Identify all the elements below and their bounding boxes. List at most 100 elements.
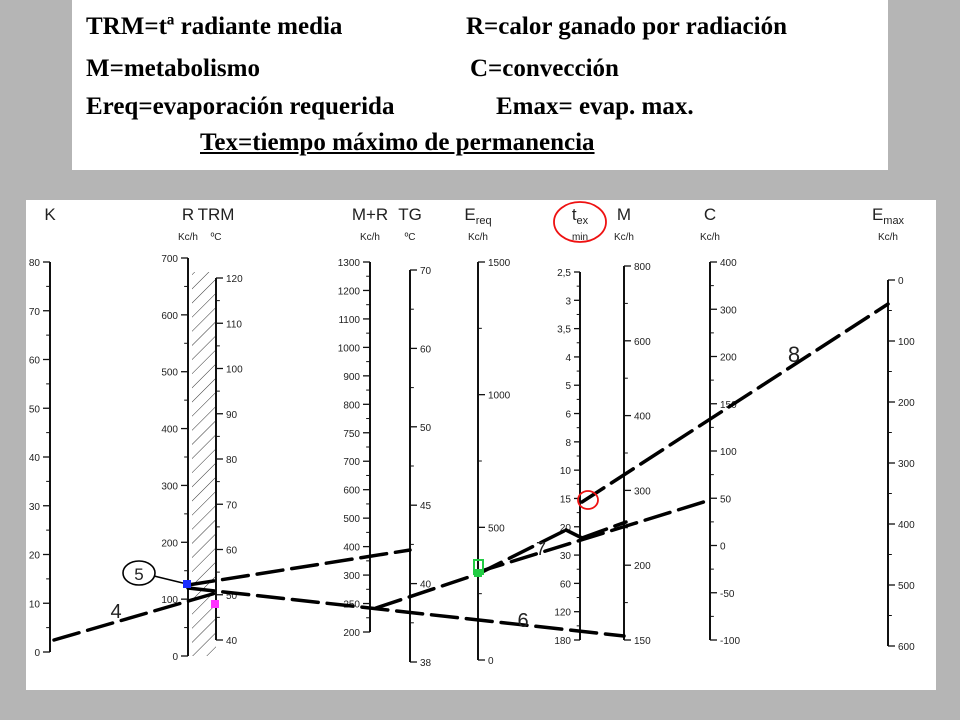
axis-unit-tg: ºC: [405, 232, 416, 243]
tick-label-r: 200: [161, 538, 178, 549]
legend-line-1: TRM=tª radiante media R=calor ganado por…: [86, 12, 787, 42]
tick-label-r: 700: [161, 254, 178, 265]
tick-label-c: 200: [720, 353, 737, 364]
tick-label-mr: 300: [343, 571, 360, 582]
line-step-7a: [374, 572, 480, 610]
tick-label-mr: 1200: [338, 286, 361, 297]
tick-label-tex: 10: [560, 466, 572, 477]
tick-label-tex: 2,5: [557, 268, 571, 279]
axis-title-sub-tex: ex: [577, 215, 589, 227]
step-label-4: 4: [110, 601, 121, 623]
tick-label-mr: 800: [343, 400, 360, 411]
tick-label-trm: 110: [226, 319, 242, 330]
tick-label-trm: 100: [226, 365, 243, 376]
tick-label-trm: 50: [226, 591, 238, 602]
marker-green: [474, 569, 482, 577]
tick-label-tex: 4: [565, 353, 571, 364]
tick-label-tex: 120: [554, 608, 571, 619]
tick-label-emax: 0: [898, 276, 904, 287]
tick-label-tex: 8: [565, 438, 571, 449]
nomogram: 80 70 60 50 40 30 20 10 0 K 700 600 500 400 300 200 100 0…: [26, 200, 936, 690]
legend-box: TRM=tª radiante media R=calor ganado por…: [72, 0, 888, 170]
legend-r: R=calor ganado por radiación: [466, 13, 787, 40]
tick-label-r: 300: [161, 481, 178, 492]
line-step-8: [580, 302, 890, 504]
tick-label-tex: 20: [560, 523, 572, 534]
tick-label-emax: 600: [898, 642, 915, 653]
line-step-4: [52, 591, 218, 642]
axis-title-ereq: Ereq: [464, 205, 491, 227]
tick-label-ereq: 0: [488, 656, 494, 667]
tick-label-k: 0: [34, 648, 40, 659]
tick-label-tex: 30: [560, 551, 572, 562]
tick-label-mr: 1100: [338, 315, 360, 326]
tick-label-m: 400: [634, 412, 651, 423]
line-step-7d: [580, 520, 628, 540]
axis-title-mr: M+R: [352, 205, 388, 224]
tick-label-m: 800: [634, 262, 651, 273]
legend-m: M=metabolismo: [86, 55, 260, 82]
tick-label-mr: 900: [343, 372, 360, 383]
legend-c: C=convección: [470, 55, 619, 82]
tick-label-tg: 60: [420, 344, 432, 355]
axis-unit-emax: Kc/h: [878, 232, 898, 243]
tick-label-tex: 60: [560, 579, 572, 590]
tick-label-mr: 1300: [338, 258, 361, 269]
axis-unit-m: Kc/h: [614, 232, 634, 243]
legend-emax: Emax= evap. max.: [496, 93, 694, 120]
tick-label-tg: 40: [420, 580, 432, 591]
marker-blue: [183, 580, 191, 588]
tick-label-mr: 750: [343, 429, 360, 440]
line-step-7e: [476, 498, 712, 574]
axis-title-trm: TRM: [198, 205, 235, 224]
tick-label-tg: 45: [420, 501, 432, 512]
line-step-5: [186, 548, 412, 587]
tick-label-emax: 500: [898, 581, 915, 592]
step-label-7: 7: [536, 539, 546, 559]
tick-label-c: 400: [720, 258, 737, 269]
tick-label-c: 0: [720, 542, 726, 553]
tick-label-trm: 70: [226, 500, 238, 511]
tick-label-trm: 80: [226, 455, 238, 466]
tick-label-r: 100: [161, 595, 178, 606]
tick-label-mr: 700: [343, 457, 360, 468]
tick-label-m: 600: [634, 337, 651, 348]
step-label-6: 6: [517, 610, 528, 632]
axis-title-tex: tex: [572, 205, 589, 227]
tick-label-k: 20: [29, 551, 41, 562]
tick-label-trm: 90: [226, 410, 238, 421]
tick-label-tex: 3: [565, 296, 571, 307]
tick-label-tex: 3,5: [557, 325, 571, 336]
axis-title-emax: Emax: [872, 205, 905, 227]
legend-line-3: Ereq=evaporación requerida Emax= evap. m…: [86, 92, 694, 122]
tick-label-tg: 38: [420, 658, 432, 669]
nomogram-svg: 80706050403020100K7006005004003002001000…: [29, 201, 915, 669]
step-label-5: 5: [134, 565, 143, 584]
tick-label-k: 80: [29, 258, 41, 269]
tick-label-m: 150: [634, 636, 651, 647]
tick-label-c: -100: [720, 636, 740, 647]
tick-label-k: 60: [29, 356, 41, 367]
tick-label-r: 0: [172, 652, 178, 663]
tick-label-c: 50: [720, 494, 732, 505]
tick-label-r: 600: [161, 311, 178, 322]
tick-label-c: -50: [720, 589, 735, 600]
tick-label-k: 40: [29, 453, 41, 464]
tick-label-r: 400: [161, 425, 178, 436]
axis-unit-ereq: Kc/h: [468, 232, 488, 243]
tick-label-k: 70: [29, 307, 41, 318]
axis-unit-trm: ºC: [211, 232, 222, 243]
tick-label-tg: 50: [420, 423, 432, 434]
step-label-8: 8: [788, 342, 800, 367]
tick-label-emax: 100: [898, 337, 915, 348]
tick-label-mr: 200: [343, 628, 360, 639]
tick-label-mr: 500: [343, 514, 360, 525]
marker-red-circle: [577, 490, 599, 510]
tick-label-tex: 15: [560, 494, 572, 505]
step-5-circle: [122, 560, 156, 586]
axis-unit-c: Kc/h: [700, 232, 720, 243]
tick-label-trm: 60: [226, 546, 238, 557]
tick-label-tg: 70: [420, 266, 432, 277]
tick-label-ereq: 500: [488, 523, 505, 534]
tick-label-tex: 6: [565, 410, 571, 421]
